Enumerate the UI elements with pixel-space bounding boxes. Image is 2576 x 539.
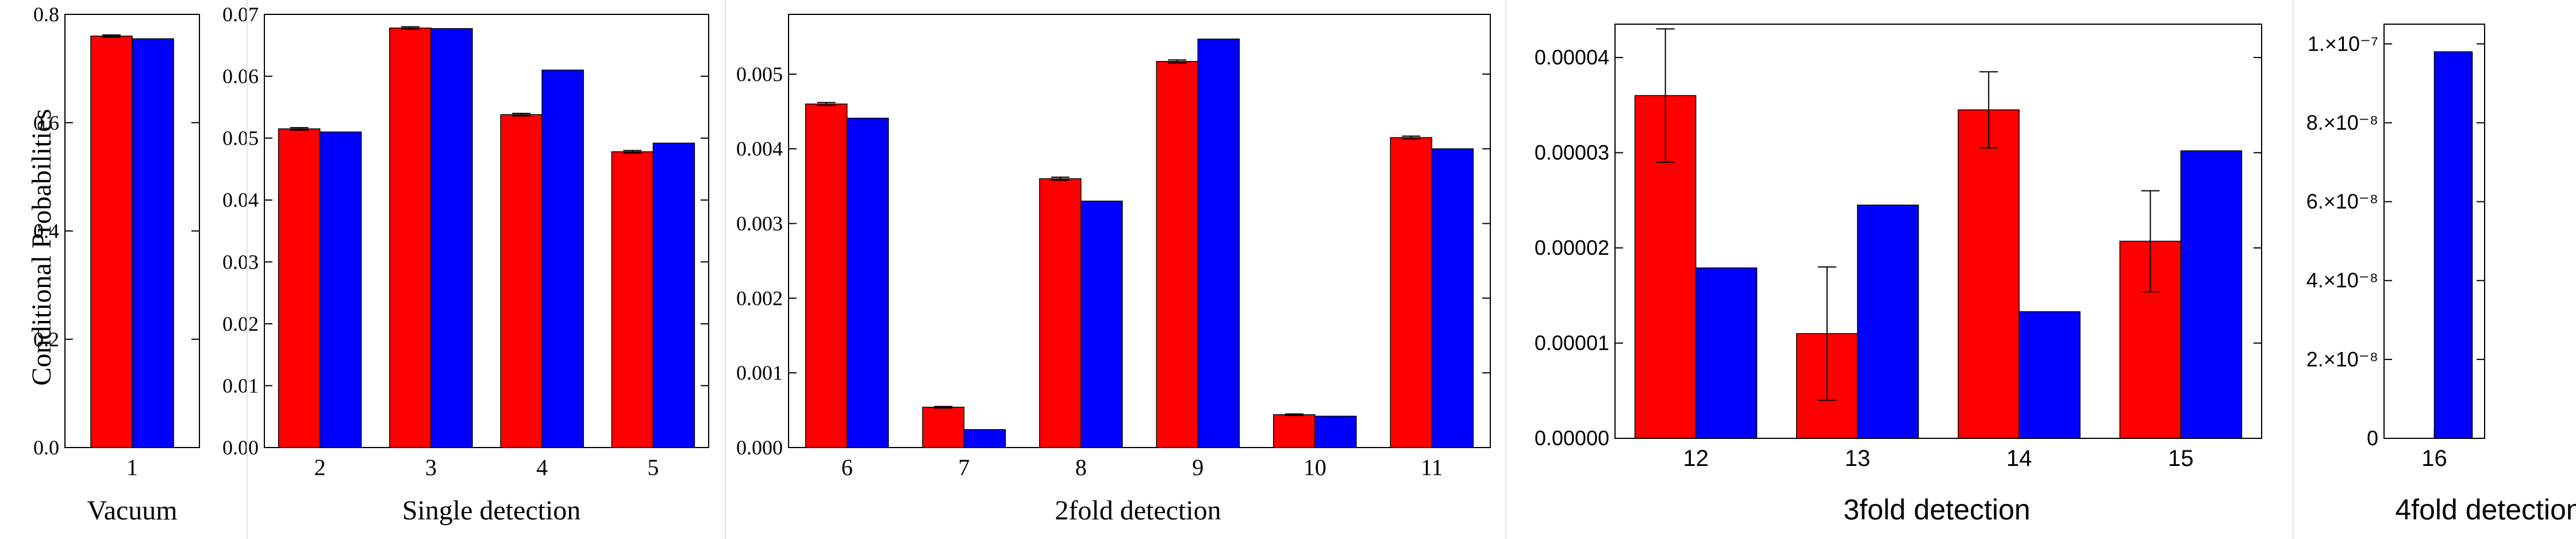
bar-theory (1857, 204, 1919, 439)
x-tick-label: 15 (2168, 446, 2194, 471)
panel-frame (1614, 24, 2262, 439)
x-tick-label: 12 (1683, 446, 1709, 471)
bar-theory (2180, 150, 2243, 439)
y-tick-label: 0.00001 (1535, 331, 1609, 354)
bar-measured (805, 104, 848, 448)
y-tick-label: 0.00 (222, 436, 259, 459)
x-tick-label: 2 (314, 454, 326, 480)
panel-title: 2fold detection (1055, 495, 1221, 526)
y-tick-label: 0.005 (736, 63, 783, 86)
bar-theory (1197, 39, 1240, 448)
bar-theory (1081, 200, 1123, 448)
y-tick-label: 0.00002 (1535, 236, 1609, 259)
bar-measured (278, 128, 321, 448)
y-tick-label: 0.001 (736, 361, 783, 384)
y-tick-label: 0.04 (222, 189, 259, 212)
y-tick-label: 0.6 (33, 111, 59, 134)
bar-measured (611, 151, 654, 448)
y-tick-label: 0.07 (222, 3, 259, 26)
panel-frame (264, 14, 709, 448)
y-tick-label: 0.002 (736, 286, 783, 309)
y-tick-label: 2.×10⁻⁸ (2306, 347, 2378, 371)
panel-title: 4fold detection (2395, 494, 2576, 526)
y-tick-label: 0.4 (33, 220, 59, 243)
bar-theory (847, 117, 889, 448)
y-tick-label: 1.×10⁻⁷ (2308, 32, 2378, 55)
x-tick-label: 5 (647, 454, 659, 480)
y-tick-label: 0.003 (736, 212, 783, 235)
y-axis-label: Conditional Probabilities (26, 109, 57, 385)
bar-theory (2433, 51, 2473, 439)
bar-theory (963, 429, 1006, 448)
y-tick-label: 0.05 (222, 127, 259, 150)
x-tick-label: 8 (1075, 454, 1087, 480)
x-tick-label: 9 (1192, 454, 1204, 480)
x-tick-label: 1 (126, 454, 138, 480)
y-tick-label: 0.01 (222, 374, 259, 397)
bar-measured (1958, 109, 2020, 439)
bar-theory (1314, 415, 1357, 448)
bar-measured (1039, 178, 1082, 448)
panel-title: 3fold detection (1843, 494, 2030, 526)
x-tick-label: 7 (958, 454, 970, 480)
bar-theory (1695, 267, 1758, 439)
y-tick-label: 0.00004 (1535, 45, 1609, 69)
x-tick-label: 11 (1421, 454, 1443, 480)
bar-measured (1156, 61, 1198, 448)
x-tick-label: 10 (1304, 454, 1327, 480)
x-tick-label: 16 (2421, 446, 2447, 471)
y-tick-label: 0.0 (33, 436, 59, 459)
bar-theory (430, 28, 473, 448)
y-tick-label: 0.8 (33, 3, 59, 26)
y-tick-label: 0.00000 (1535, 426, 1609, 450)
x-tick-label: 14 (2006, 446, 2032, 471)
y-tick-label: 4.×10⁻⁸ (2306, 269, 2378, 292)
y-tick-label: 6.×10⁻⁸ (2306, 190, 2378, 213)
y-tick-label: 8.×10⁻⁸ (2306, 110, 2378, 134)
panel-frame (788, 14, 1491, 448)
y-tick-label: 0.02 (222, 312, 259, 335)
y-tick-label: 0.06 (222, 65, 259, 88)
y-tick-label: 0.2 (33, 328, 59, 351)
y-tick-label: 0.03 (222, 250, 259, 273)
y-tick-label: 0.000 (736, 436, 783, 459)
bar-theory (652, 142, 695, 448)
y-tick-label: 0.004 (736, 137, 783, 160)
bar-measured (1273, 414, 1316, 448)
panel-title: Vacuum (87, 495, 177, 526)
x-tick-label: 4 (536, 454, 548, 480)
bar-theory (1431, 148, 1474, 448)
bar-measured (500, 114, 543, 448)
y-tick-label: 0 (2367, 426, 2378, 450)
x-tick-label: 3 (425, 454, 437, 480)
bar-theory (132, 38, 174, 448)
bar-measured (90, 35, 133, 448)
bar-measured (389, 27, 432, 448)
bar-measured (1390, 137, 1432, 448)
bar-measured (922, 407, 964, 448)
bar-theory (2018, 311, 2081, 439)
panel-title: Single detection (402, 495, 581, 526)
x-tick-label: 6 (841, 454, 853, 480)
x-tick-label: 13 (1845, 446, 1871, 471)
bar-theory (541, 70, 584, 448)
y-tick-label: 0.00003 (1535, 140, 1609, 164)
bar-theory (319, 131, 362, 448)
